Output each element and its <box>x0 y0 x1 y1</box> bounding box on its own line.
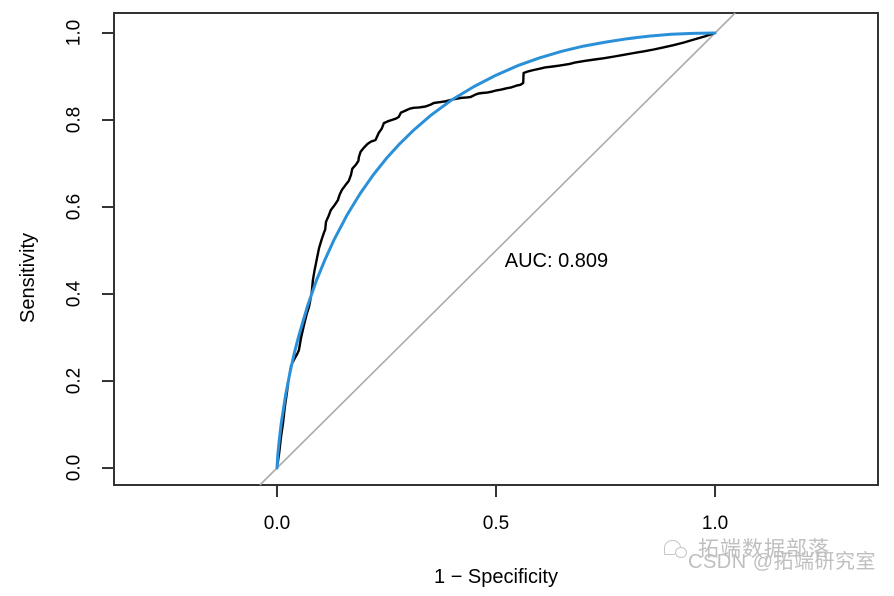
y-tick-label: 0.2 <box>64 368 85 394</box>
plot-border-box <box>113 12 879 486</box>
roc-curve-smoothed <box>275 31 717 470</box>
roc-curve-empirical <box>275 31 717 470</box>
y-tick-label: 0.8 <box>64 107 85 133</box>
y-axis-title: Sensitivity <box>17 233 39 323</box>
x-tick-label: 1.0 <box>702 513 728 534</box>
chance-diagonal-line <box>259 12 736 486</box>
x-axis-title: 1 − Specificity <box>434 566 558 588</box>
auc-annotation: AUC: 0.809 <box>505 250 608 272</box>
series-layer <box>275 31 717 470</box>
y-tick-label: 0.0 <box>64 455 85 481</box>
y-tick-label: 0.6 <box>64 194 85 220</box>
y-tick-label: 0.4 <box>64 280 85 307</box>
axes-layer: 0.0 0.5 1.0 0.0 0.2 0.4 0.6 0.8 1.0 <box>64 20 729 534</box>
y-tick-label: 1.0 <box>64 20 85 46</box>
x-tick-label: 0.5 <box>483 513 509 534</box>
x-tick-label: 0.0 <box>264 513 290 534</box>
reference-layer <box>259 12 736 486</box>
